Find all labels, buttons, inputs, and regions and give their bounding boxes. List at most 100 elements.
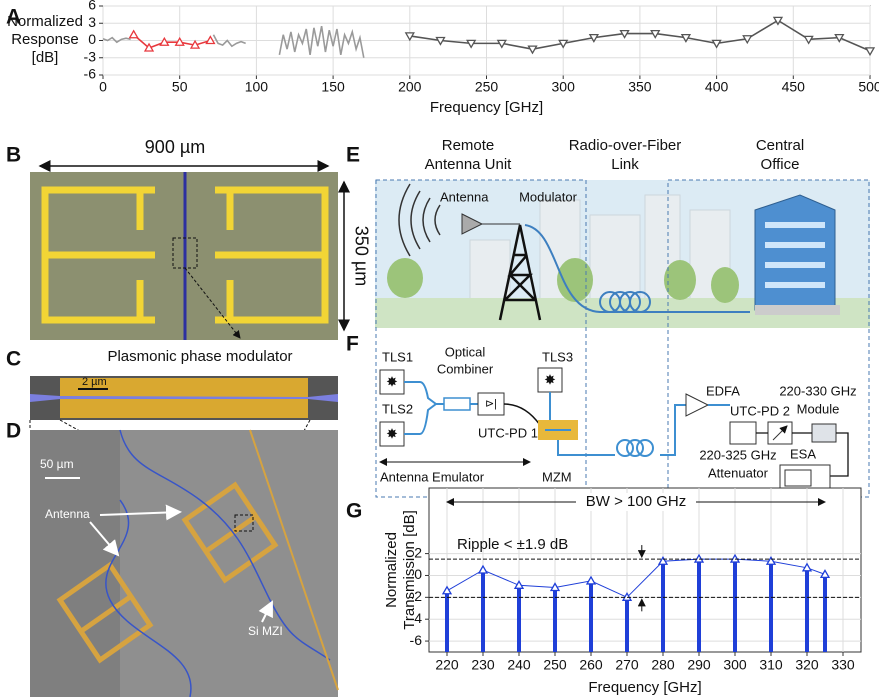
panel-label: A	[6, 6, 21, 29]
header: Link	[611, 156, 639, 173]
series-line	[278, 25, 365, 58]
marker	[128, 29, 139, 39]
laser-icon	[537, 367, 563, 393]
y-tick-label: 0	[414, 566, 422, 582]
dimension-label: 900 µm	[145, 137, 205, 157]
label: Module	[797, 401, 840, 416]
y-axis-label: Normalized	[383, 532, 400, 608]
series-line	[446, 558, 826, 598]
annotation: BW > 100 GHz	[586, 493, 686, 510]
header: Office	[761, 156, 800, 173]
x-tick-label: 250	[475, 79, 499, 95]
amplifier-icon	[685, 393, 710, 417]
x-tick-label: 150	[321, 79, 345, 95]
laser-icon	[379, 369, 405, 395]
y-tick-label: 0	[88, 31, 96, 47]
label: UTC-PD 1	[478, 425, 538, 440]
antenna-pads	[41, 186, 329, 324]
marker	[549, 582, 561, 592]
x-tick-label: 0	[99, 79, 107, 95]
x-axis-label: Frequency [GHz]	[588, 679, 701, 696]
marker	[404, 32, 415, 42]
label: Antenna Emulator	[380, 469, 485, 484]
marker	[619, 29, 630, 39]
series-line	[409, 19, 871, 52]
scale-label: 50 µm	[40, 457, 74, 471]
scale-label: 2 µm	[82, 376, 107, 388]
y-axis-label: Response	[11, 31, 79, 48]
panel-f: TLS1 ✸ TLS2 ✸ Optical Combiner ⊳| UTC-PD…	[375, 179, 870, 498]
marker	[558, 39, 569, 49]
y-axis-label: Normalized	[7, 13, 83, 30]
x-tick-label: 280	[651, 657, 675, 673]
label: 220-325 GHz	[699, 447, 776, 462]
marker	[680, 33, 692, 43]
marker	[466, 39, 477, 49]
label: 220-330 GHz	[779, 383, 856, 398]
annotation: Si MZI	[248, 624, 283, 638]
label: TLS2	[382, 401, 413, 416]
x-axis-label: Frequency [GHz]	[430, 99, 543, 116]
marker	[834, 33, 845, 43]
x-tick-label: 230	[471, 657, 495, 673]
marker	[650, 29, 661, 39]
x-tick-label: 270	[615, 657, 639, 673]
laser-icon	[379, 421, 405, 447]
label: Combiner	[437, 361, 494, 376]
marker	[189, 39, 201, 49]
label: Attenuator	[708, 465, 769, 480]
marker	[801, 562, 813, 572]
x-tick-label: 350	[628, 79, 652, 95]
svg-text:✸: ✸	[544, 372, 556, 388]
header: Central	[756, 137, 804, 154]
label: UTC-PD 2	[730, 403, 790, 418]
y-tick-label: 3	[88, 14, 96, 30]
x-tick-label: 100	[245, 79, 269, 95]
x-tick-label: 400	[705, 79, 729, 95]
y-tick-label: -2	[410, 588, 423, 604]
x-tick-label: 250	[543, 657, 567, 673]
x-tick-label: 260	[579, 657, 603, 673]
label: ESA	[790, 446, 816, 461]
label: Optical	[445, 344, 486, 359]
header: Remote	[442, 137, 495, 154]
radio-waves	[398, 183, 441, 257]
x-tick-label: 200	[398, 79, 422, 95]
marker	[159, 36, 170, 46]
label: Modulator	[519, 189, 577, 204]
marker	[513, 579, 525, 589]
marker	[711, 39, 722, 49]
x-tick-label: 290	[687, 657, 711, 673]
fiber	[404, 381, 478, 435]
x-tick-label: 320	[795, 657, 819, 673]
svg-text:✸: ✸	[386, 374, 398, 390]
x-tick-label: 50	[172, 79, 188, 95]
x-tick-label: 330	[831, 657, 855, 673]
x-tick-label: 500	[858, 79, 879, 95]
svg-text:⊳|: ⊳|	[485, 398, 497, 410]
x-tick-label: 310	[759, 657, 783, 673]
panel-label: G	[346, 500, 362, 523]
y-axis-label: Transmission [dB]	[401, 510, 418, 629]
y-tick-label: 6	[88, 0, 96, 13]
panel-label: B	[6, 144, 21, 167]
antennas	[56, 481, 279, 664]
y-tick-label: -6	[84, 66, 97, 82]
panel-label: F	[346, 333, 359, 356]
x-tick-label: 450	[782, 79, 806, 95]
marker	[864, 47, 876, 57]
y-tick-label: -4	[410, 610, 423, 626]
x-tick-label: 240	[507, 657, 531, 673]
plot-area	[428, 487, 862, 653]
panel-e: Remote Antenna Unit Radio-over-Fiber Lin…	[375, 137, 870, 328]
svg-text:✸: ✸	[386, 426, 398, 442]
annotation: Antenna	[45, 507, 90, 521]
marker	[772, 16, 784, 26]
fiber-coil	[616, 439, 654, 457]
marker	[588, 33, 600, 43]
marker	[174, 36, 185, 46]
x-tick-label: 220	[435, 657, 459, 673]
panel-d: 50 µm Antenna Si MZI	[29, 419, 339, 697]
marker	[742, 35, 753, 45]
header: Antenna Unit	[425, 156, 513, 173]
